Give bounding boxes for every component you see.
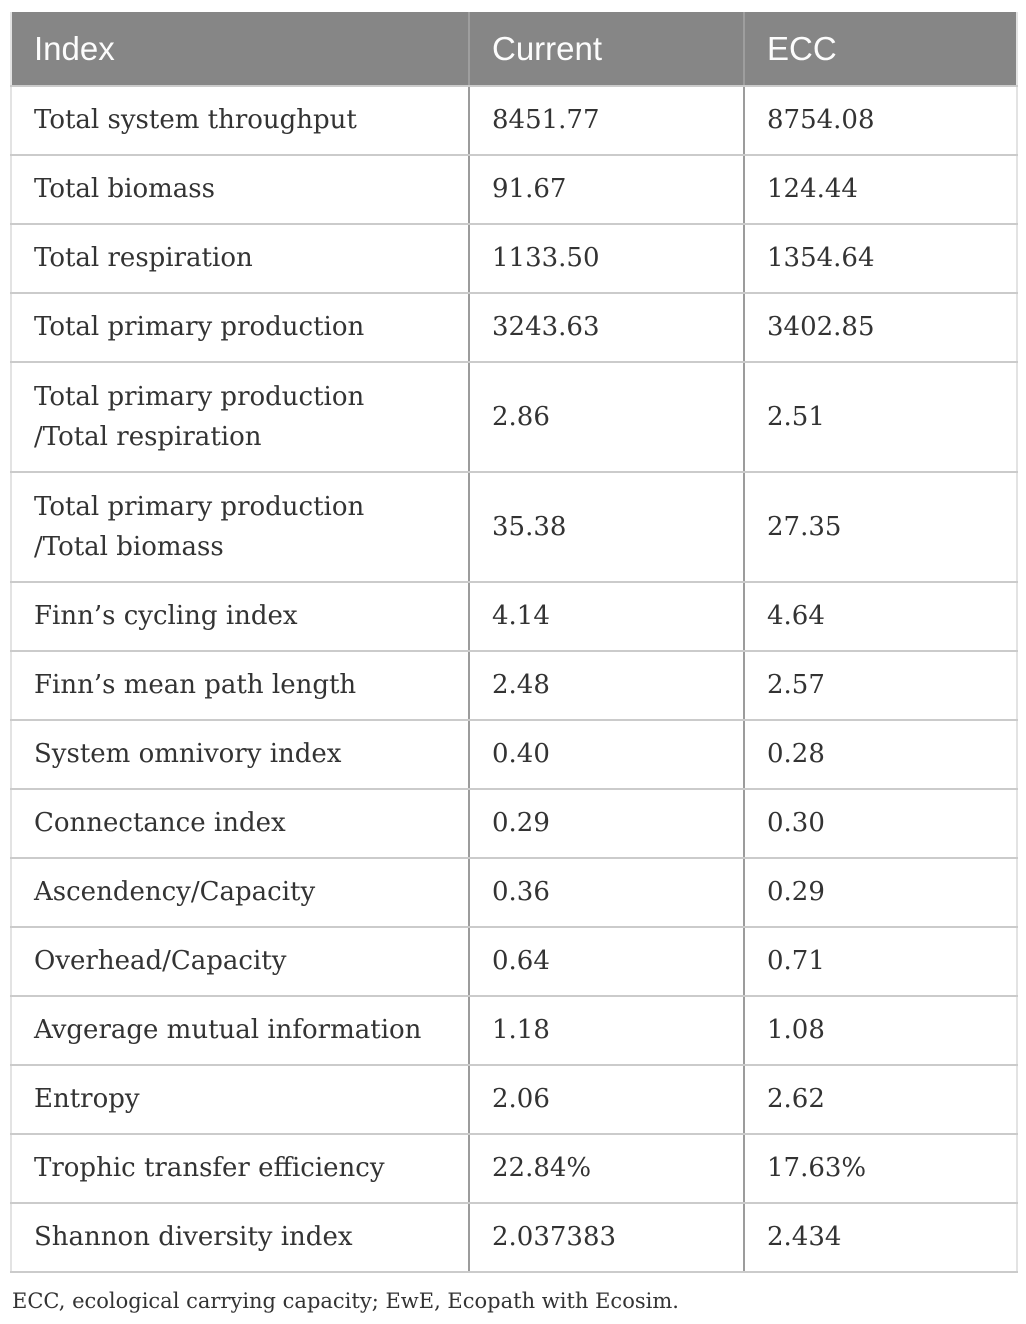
current-cell: 0.64 [469,927,745,997]
current-cell: 2.86 [469,362,745,473]
table-row: Overhead/Capacity 0.64 0.71 [11,927,1017,997]
table-footnote: ECC, ecological carrying capacity; EwE, … [12,1289,679,1313]
index-cell: Avgerage mutual information [11,996,470,1066]
current-cell: 2.48 [469,651,745,721]
table-row: Trophic transfer efficiency 22.84% 17.63… [11,1134,1017,1204]
index-cell: Shannon diversity index [11,1203,470,1273]
index-cell: Total primary production /Total respirat… [11,362,470,473]
ecc-cell: 17.63% [744,1134,1017,1204]
table-row: Total system throughput 8451.77 8754.08 [11,86,1017,156]
index-cell: Total primary production /Total biomass [11,472,470,583]
table-row: Total primary production 3243.63 3402.85 [11,293,1017,363]
current-cell: 0.40 [469,720,745,790]
header-row: Index Current ECC [11,12,1017,87]
table-row: Total biomass 91.67 124.44 [11,155,1017,225]
ecc-cell: 0.29 [744,858,1017,928]
index-cell: Total respiration [11,224,470,294]
current-cell: 0.36 [469,858,745,928]
current-cell: 1133.50 [469,224,745,294]
column-header-ecc: ECC [744,12,1017,87]
ecc-cell: 0.30 [744,789,1017,859]
index-cell: Finn’s mean path length [11,651,470,721]
current-cell: 22.84% [469,1134,745,1204]
ecosystem-indices-table: Index Current ECC Total system throughpu… [10,12,1018,1273]
table-row: Finn’s cycling index 4.14 4.64 [11,582,1017,652]
index-cell: System omnivory index [11,720,470,790]
table-row: System omnivory index 0.40 0.28 [11,720,1017,790]
index-cell: Finn’s cycling index [11,582,470,652]
table-body: Total system throughput 8451.77 8754.08 … [11,86,1017,1273]
current-cell: 91.67 [469,155,745,225]
current-cell: 3243.63 [469,293,745,363]
ecc-cell: 1354.64 [744,224,1017,294]
table-header: Index Current ECC [11,12,1017,87]
current-cell: 8451.77 [469,86,745,156]
current-cell: 0.29 [469,789,745,859]
table-row: Shannon diversity index 2.037383 2.434 [11,1203,1017,1273]
ecc-cell: 1.08 [744,996,1017,1066]
index-cell: Total system throughput [11,86,470,156]
table-row: Total primary production /Total respirat… [11,362,1017,473]
current-cell: 2.037383 [469,1203,745,1273]
ecc-cell: 2.434 [744,1203,1017,1273]
ecc-cell: 4.64 [744,582,1017,652]
index-cell: Total primary production [11,293,470,363]
ecc-cell: 3402.85 [744,293,1017,363]
current-cell: 1.18 [469,996,745,1066]
ecc-cell: 124.44 [744,155,1017,225]
table-row: Avgerage mutual information 1.18 1.08 [11,996,1017,1066]
index-cell: Connectance index [11,789,470,859]
index-cell: Total biomass [11,155,470,225]
index-cell: Trophic transfer efficiency [11,1134,470,1204]
current-cell: 2.06 [469,1065,745,1135]
current-cell: 4.14 [469,582,745,652]
table-row: Ascendency/Capacity 0.36 0.29 [11,858,1017,928]
ecc-cell: 27.35 [744,472,1017,583]
index-cell: Ascendency/Capacity [11,858,470,928]
table-row: Entropy 2.06 2.62 [11,1065,1017,1135]
table-row: Total primary production /Total biomass … [11,472,1017,583]
ecc-cell: 0.71 [744,927,1017,997]
ecc-cell: 8754.08 [744,86,1017,156]
ecc-cell: 0.28 [744,720,1017,790]
index-cell: Entropy [11,1065,470,1135]
ecc-cell: 2.51 [744,362,1017,473]
current-cell: 35.38 [469,472,745,583]
table-row: Total respiration 1133.50 1354.64 [11,224,1017,294]
column-header-index: Index [11,12,470,87]
index-cell: Overhead/Capacity [11,927,470,997]
table-row: Connectance index 0.29 0.30 [11,789,1017,859]
table-row: Finn’s mean path length 2.48 2.57 [11,651,1017,721]
column-header-current: Current [469,12,745,87]
ecc-cell: 2.57 [744,651,1017,721]
ecc-cell: 2.62 [744,1065,1017,1135]
